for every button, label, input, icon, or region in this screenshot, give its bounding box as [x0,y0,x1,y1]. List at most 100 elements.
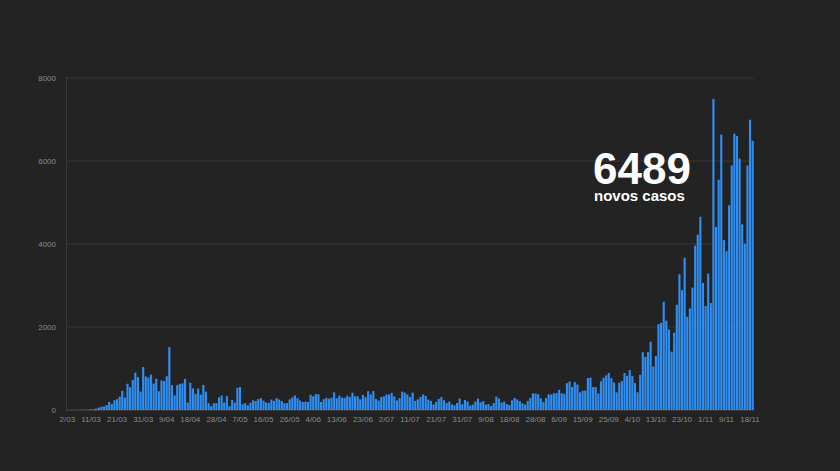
bar [362,395,364,410]
bar [270,400,272,410]
bar [749,120,751,410]
x-tick-label: 13/06 [327,415,348,424]
bar [325,398,327,410]
bar [171,385,173,410]
bar [393,396,395,410]
x-tick-label: 18/11 [740,415,760,424]
chart: 020004000600080002/0311/0321/0331/039/04… [0,0,840,471]
bar [71,409,73,410]
bar [469,406,471,410]
x-tick: 23/10 [672,410,693,424]
bar [105,405,107,410]
bar [77,409,79,410]
bar [453,405,455,410]
bar [739,159,741,410]
x-tick-label: 6/09 [551,415,567,424]
bar [364,397,366,410]
bar [137,377,139,410]
bar [600,381,602,410]
bar [95,409,97,410]
bar [694,246,696,410]
bar [582,391,584,410]
x-tick-label: 4/10 [625,415,641,424]
bar [435,402,437,410]
bar [634,383,636,410]
bar [346,396,348,410]
bar [344,398,346,410]
y-tick: 8000 [38,74,66,83]
bar [406,394,408,410]
y-tick: 2000 [38,323,66,332]
bar [752,141,754,410]
bar [537,394,539,410]
grid [66,78,754,410]
bar [566,383,568,410]
bar [372,391,374,410]
bar [333,392,335,410]
grid-line [66,327,754,328]
bar [608,373,610,410]
bar [163,381,165,410]
bar [699,217,701,410]
x-tick-label: 16/05 [254,415,275,424]
x-tick: 9/11 [719,410,735,424]
bar [548,394,550,410]
bar [631,376,633,410]
bar [262,401,264,410]
bar [124,397,126,410]
bar [472,405,474,410]
bar [69,409,71,410]
bar [388,394,390,410]
annotation: 6489novos casos [593,144,691,204]
bar [644,357,646,410]
bar [542,402,544,410]
x-tick: 21/03 [107,410,128,424]
annotation-number: 6489 [593,144,691,193]
bar [733,134,735,410]
bar [480,402,482,410]
x-tick-label: 26/05 [280,415,301,424]
bar [655,356,657,410]
bar [166,376,168,410]
bar [189,383,191,410]
y-tick-label: 6000 [38,157,56,166]
bar [244,403,246,410]
bar [446,403,448,410]
bar [242,404,244,410]
bar [613,382,615,410]
bar [320,402,322,410]
y-axis: 02000400060008000 [38,74,66,415]
bar [414,401,416,410]
bar [273,401,275,410]
bar [119,397,121,410]
bar [521,403,523,410]
bar [448,402,450,410]
bar [383,396,385,410]
bar [432,404,434,410]
bar [359,399,361,410]
bar [412,393,414,410]
bar [100,407,102,410]
bar [323,399,325,410]
x-tick-label: 2/07 [379,415,395,424]
bar [540,398,542,410]
bar [587,378,589,410]
bar [673,333,675,410]
x-tick: 31/03 [133,410,154,424]
x-tick: 11/07 [400,410,420,424]
x-tick: 21/07 [426,410,447,424]
bar [380,397,382,410]
x-tick-label: 31/03 [133,415,154,424]
bar [519,401,521,410]
bar [385,394,387,410]
bar [720,134,722,410]
bar [511,400,513,410]
bar [663,302,665,410]
bar [310,395,312,410]
bar [636,392,638,410]
bar [574,382,576,410]
bar [602,378,604,410]
bar [623,373,625,410]
x-axis: 2/0311/0321/0331/039/0418/0428/047/0516/… [60,410,761,424]
y-tick-label: 4000 [38,240,56,249]
